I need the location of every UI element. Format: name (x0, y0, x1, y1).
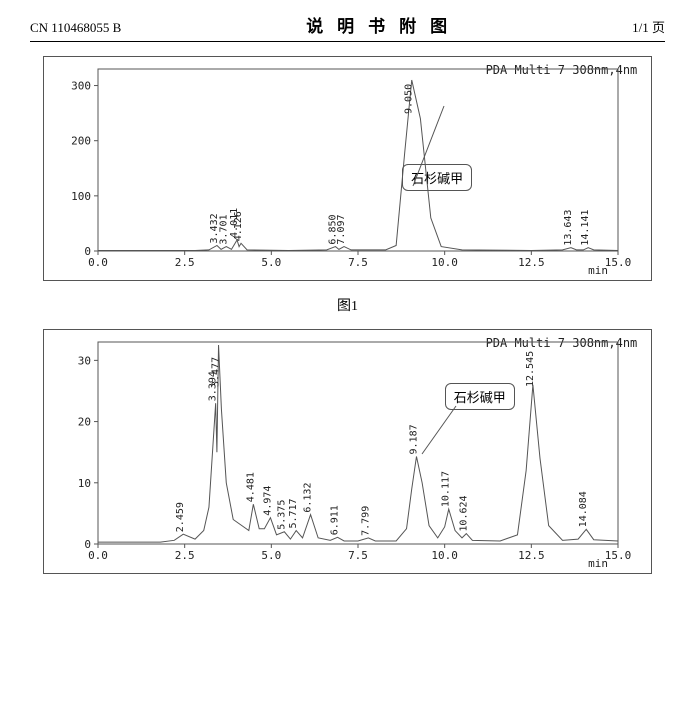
svg-text:14.141: 14.141 (580, 210, 591, 246)
page-header: CN 110468055 B 说明书附图 1/1 页 (30, 12, 665, 42)
svg-text:20: 20 (77, 416, 90, 429)
svg-text:5.375: 5.375 (276, 500, 287, 530)
figure-1-caption: 图1 (30, 295, 665, 315)
svg-text:12.5: 12.5 (518, 549, 545, 562)
svg-text:3.701: 3.701 (218, 214, 229, 244)
svg-text:min: min (588, 557, 608, 569)
svg-text:10.117: 10.117 (440, 471, 451, 507)
svg-text:9.050: 9.050 (403, 84, 414, 114)
svg-text:2.459: 2.459 (175, 502, 186, 532)
svg-text:14.084: 14.084 (578, 491, 589, 527)
svg-text:2.5: 2.5 (174, 549, 194, 562)
svg-text:200: 200 (71, 135, 91, 148)
svg-text:12.545: 12.545 (525, 351, 536, 387)
svg-text:6.132: 6.132 (302, 483, 313, 513)
chromatogram-plot: 01020300.02.55.07.510.012.515.0min2.4593… (48, 334, 638, 569)
svg-text:7.5: 7.5 (348, 549, 368, 562)
figure-1-chromatogram: PDA Multi 7 308nm,4nm 石杉碱甲 01002003000.0… (43, 56, 653, 281)
document-id: CN 110468055 B (30, 20, 121, 36)
svg-text:15.0: 15.0 (604, 256, 631, 269)
svg-text:7.799: 7.799 (360, 506, 371, 536)
svg-text:15.0: 15.0 (604, 549, 631, 562)
svg-text:min: min (588, 264, 608, 276)
svg-text:300: 300 (71, 80, 91, 93)
svg-text:0.0: 0.0 (88, 549, 108, 562)
svg-text:30: 30 (77, 354, 90, 367)
svg-text:5.0: 5.0 (261, 256, 281, 269)
page-number: 1/1 页 (632, 17, 665, 36)
svg-text:3.477: 3.477 (210, 357, 221, 387)
svg-text:4.974: 4.974 (262, 486, 273, 516)
chromatogram-plot: 01002003000.02.55.07.510.012.515.0min3.4… (48, 61, 638, 276)
svg-text:10: 10 (77, 477, 90, 490)
svg-text:10.0: 10.0 (431, 549, 458, 562)
document-title: 说明书附图 (292, 12, 461, 37)
svg-text:5.717: 5.717 (288, 498, 299, 528)
svg-text:100: 100 (71, 190, 91, 203)
svg-text:2.5: 2.5 (174, 256, 194, 269)
svg-text:10.624: 10.624 (458, 495, 469, 531)
figure-2-chromatogram: PDA Multi 7 308nm,4nm 石杉碱甲 01020300.02.5… (43, 329, 653, 574)
svg-text:12.5: 12.5 (518, 256, 545, 269)
svg-text:5.0: 5.0 (261, 549, 281, 562)
svg-text:6.911: 6.911 (329, 505, 340, 535)
svg-text:4.126: 4.126 (233, 211, 244, 241)
svg-text:7.097: 7.097 (336, 214, 347, 244)
svg-text:10.0: 10.0 (431, 256, 458, 269)
svg-text:0.0: 0.0 (88, 256, 108, 269)
svg-text:4.481: 4.481 (245, 472, 256, 502)
svg-text:7.5: 7.5 (348, 256, 368, 269)
svg-text:13.643: 13.643 (563, 210, 574, 246)
svg-text:9.187: 9.187 (408, 424, 419, 454)
